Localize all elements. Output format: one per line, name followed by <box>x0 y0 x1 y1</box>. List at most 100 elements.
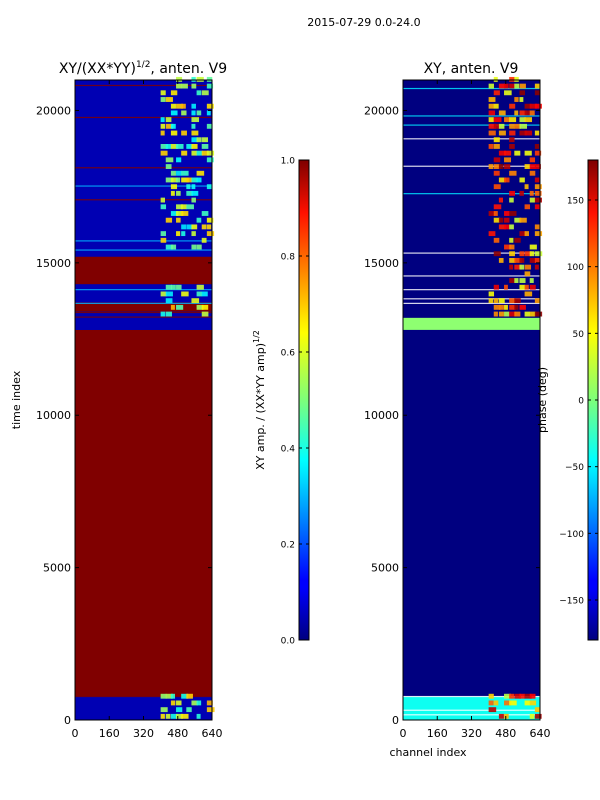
heatmap-patch <box>493 237 500 243</box>
heatmap-patch <box>170 123 176 129</box>
heatmap-patch <box>493 103 499 109</box>
colorbar-tick-label: 150 <box>567 197 584 207</box>
heatmap-streak <box>403 298 540 300</box>
colorbar-phase-label: phase (deg) <box>536 367 549 433</box>
colorbar-amplitude-label: XY amp. / (XX*YY amp)1/2 <box>252 330 267 470</box>
heatmap-patch <box>529 700 537 706</box>
heatmap-patch <box>493 123 500 129</box>
heatmap-patch <box>170 110 178 116</box>
heatmap-patch <box>534 713 542 719</box>
heatmap-patch <box>488 103 495 109</box>
heatmap-patch <box>519 190 524 196</box>
heatmap-patch <box>498 713 504 719</box>
heatmap-patch <box>534 197 542 203</box>
heatmap-patch <box>514 257 522 263</box>
heatmap-patch <box>524 164 531 169</box>
heatmap-streak <box>75 240 212 242</box>
heatmap-patch <box>170 170 176 176</box>
y-tick-label: 15000 <box>36 257 71 270</box>
heatmap-patch <box>206 103 214 109</box>
heatmap-patch <box>504 284 508 290</box>
heatmap-patch <box>504 693 511 699</box>
heatmap-patch <box>493 284 500 290</box>
heatmap-patch <box>165 311 172 317</box>
heatmap-patch <box>191 110 196 116</box>
x-tick-label: 320 <box>133 727 154 740</box>
heatmap-patch <box>493 217 501 223</box>
heatmap-patch <box>170 144 179 149</box>
panel-amplitude-texture <box>75 76 215 719</box>
heatmap-patch <box>493 76 498 82</box>
colorbar-amplitude-gradient <box>298 159 310 641</box>
heatmap-patch <box>176 204 183 210</box>
heatmap-patch <box>181 103 186 109</box>
heatmap-patch <box>534 190 542 196</box>
heatmap-patch <box>181 83 188 89</box>
heatmap-patch <box>206 150 215 156</box>
colorbar-phase-ticks: −150 −100 −50 0 50 100 150 <box>559 197 598 607</box>
heatmap-streak <box>403 302 540 304</box>
x-tick-label: 640 <box>530 727 551 740</box>
heatmap-patch <box>493 204 502 210</box>
heatmap-patch <box>176 700 182 706</box>
heatmap-patch <box>524 130 533 136</box>
heatmap-patch <box>498 257 504 263</box>
x-tick-label: 0 <box>400 727 407 740</box>
heatmap-patch <box>181 231 186 237</box>
heatmap-patch <box>509 123 515 129</box>
heatmap-patch <box>498 177 506 183</box>
heatmap-patch <box>519 123 528 129</box>
heatmap-streak <box>75 311 212 314</box>
heatmap-patch <box>519 110 527 116</box>
heatmap-patch <box>170 211 179 216</box>
heatmap-patch <box>191 76 196 82</box>
y-tick-label: 15000 <box>364 257 399 270</box>
panel-amplitude-ylabel: time index <box>10 370 23 429</box>
heatmap-patch <box>170 130 178 136</box>
heatmap-patch <box>160 291 167 297</box>
heatmap-patch <box>488 211 496 216</box>
heatmap-patch <box>504 217 510 223</box>
heatmap-patch <box>509 211 517 216</box>
heatmap-band-5 <box>75 80 212 251</box>
heatmap-streak <box>75 116 212 119</box>
heatmap-patch <box>498 83 506 89</box>
heatmap-patch <box>488 231 496 237</box>
heatmap-patch <box>191 197 196 203</box>
heatmap-patch <box>170 244 177 250</box>
heatmap-patch <box>529 257 536 263</box>
heatmap-patch <box>176 231 181 237</box>
heatmap-patch <box>201 311 209 317</box>
heatmap-patch <box>509 264 514 270</box>
heatmap-patch <box>529 244 537 250</box>
heatmap-band-2 <box>75 317 212 330</box>
heatmap-patch <box>206 217 214 223</box>
heatmap-patch <box>488 123 497 129</box>
heatmap-patch <box>181 130 187 136</box>
colorbar-tick-label: 50 <box>573 330 585 340</box>
heatmap-patch <box>493 137 500 143</box>
colorbar-tick-label: 0.0 <box>281 637 296 647</box>
heatmap-patch <box>493 304 501 310</box>
heatmap-patch <box>488 298 494 304</box>
heatmap-patch <box>504 211 510 216</box>
heatmap-patch <box>201 211 209 216</box>
heatmap-patch <box>191 184 196 190</box>
heatmap-patch <box>519 693 526 699</box>
heatmap-patch <box>191 144 198 149</box>
heatmap-patch <box>165 177 174 183</box>
heatmap-patch <box>504 713 509 719</box>
x-tick-label: 320 <box>461 727 482 740</box>
heatmap-patch <box>181 224 186 230</box>
heatmap-patch <box>488 83 494 89</box>
colorbar-tick-label: −50 <box>565 463 584 473</box>
heatmap-patch <box>504 244 512 250</box>
heatmap-band-3 <box>75 302 212 312</box>
panel-phase-title: XY, anten. V9 <box>424 61 519 77</box>
heatmap-patch <box>201 137 209 143</box>
colorbar-tick-label: 0.2 <box>281 541 295 551</box>
heatmap-patch <box>165 123 174 129</box>
heatmap-patch <box>206 110 211 116</box>
heatmap-patch <box>524 150 532 156</box>
